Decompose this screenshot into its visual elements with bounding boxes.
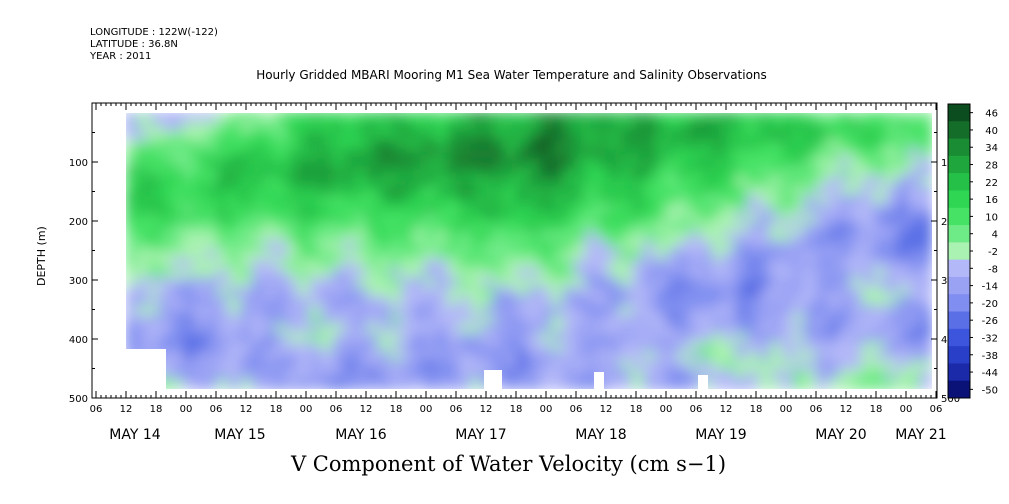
colorbar-swatch: [948, 225, 970, 243]
colorbar-swatch: [948, 328, 970, 347]
x-date-label: MAY 19: [695, 427, 746, 443]
x-tick-label: 06: [570, 404, 583, 415]
x-date-label: MAY 15: [214, 427, 265, 443]
x-tick-label: 18: [750, 404, 763, 415]
y-axis-label: DEPTH (m): [35, 226, 48, 286]
chart-title: Hourly Gridded MBARI Mooring M1 Sea Wate…: [256, 68, 767, 82]
x-date-label: MAY 21: [895, 427, 946, 443]
x-tick-label: 12: [240, 404, 253, 415]
x-tick-label: 00: [780, 404, 793, 415]
x-tick-label: 00: [660, 404, 673, 415]
heatmap-field: [125, 112, 933, 390]
colorbar-label: 46: [985, 109, 998, 120]
x-tick-label: 00: [300, 404, 313, 415]
x-tick-label: 00: [180, 404, 193, 415]
x-tick-label: 12: [480, 404, 493, 415]
x-tick-label: 18: [630, 404, 643, 415]
x-tick-label: 12: [120, 404, 133, 415]
x-tick-label: 18: [510, 404, 523, 415]
y-tick-label: 400: [69, 335, 88, 346]
colorbar-swatch: [948, 259, 970, 278]
colorbar-label: -14: [982, 282, 998, 293]
colorbar-swatch: [948, 190, 970, 209]
colorbar-label: -2: [988, 247, 998, 258]
y-tick-label: 100: [69, 158, 88, 169]
colorbar-label: 16: [985, 195, 998, 206]
x-tick-label: 12: [720, 404, 733, 415]
colorbar-swatch: [948, 294, 970, 313]
x-tick-label: 18: [870, 404, 883, 415]
x-tick-label: 00: [900, 404, 913, 415]
colorbar-label: -32: [982, 333, 998, 344]
colorbar-label: -44: [982, 368, 998, 379]
colorbar-label: 10: [985, 212, 998, 223]
colorbar-swatch: [948, 363, 970, 382]
x-date-label: MAY 18: [575, 427, 626, 443]
x-tick-label: 00: [420, 404, 433, 415]
year-label: YEAR : 2011: [90, 51, 152, 62]
colorbar-label: 34: [985, 143, 998, 154]
x-tick-label: 06: [450, 404, 463, 415]
colorbar-swatch: [948, 380, 970, 399]
x-tick-label: 06: [90, 404, 103, 415]
y-tick-label-right: 500: [941, 394, 960, 405]
x-date-label: MAY 17: [455, 427, 506, 443]
x-tick-label: 00: [540, 404, 553, 415]
y-tick-label: 500: [69, 394, 88, 405]
colorbar-swatch: [948, 207, 970, 226]
colorbar-label: -20: [982, 299, 998, 310]
colorbar-swatch: [948, 104, 970, 122]
x-tick-label: 18: [270, 404, 283, 415]
x-tick-label: 12: [840, 404, 853, 415]
latitude-label: LATITUDE : 36.8N: [90, 39, 178, 50]
colorbar-label: -38: [982, 351, 998, 362]
x-tick-label: 06: [930, 404, 943, 415]
colorbar-label: -8: [988, 264, 998, 275]
y-tick-label: 200: [69, 217, 88, 228]
x-tick-label: 18: [150, 404, 163, 415]
colorbar-label: 28: [985, 161, 998, 172]
x-tick-label: 06: [210, 404, 223, 415]
x-tick-label: 12: [360, 404, 373, 415]
colorbar-swatch: [948, 276, 970, 295]
chart-subtitle: V Component of Water Velocity (cm s−1): [290, 452, 727, 476]
plot-area: [92, 103, 937, 398]
x-date-label: MAY 16: [335, 427, 386, 443]
x-date-label: MAY 20: [815, 427, 866, 443]
colorbar-swatch: [948, 242, 970, 261]
longitude-label: LONGITUDE : 122W(-122): [90, 27, 218, 38]
x-tick-label: 12: [600, 404, 613, 415]
colorbar-label: 22: [985, 178, 998, 189]
colorbar-label: 4: [992, 230, 998, 241]
x-tick-label: 18: [390, 404, 403, 415]
x-tick-label: 06: [810, 404, 823, 415]
colorbar-label: -26: [982, 316, 998, 327]
x-tick-label: 06: [330, 404, 343, 415]
colorbar-label: 40: [985, 126, 998, 137]
colorbar: 46 40 34 28 22 16 10 4 -2 -8 -14 -20 -26 -32 -38 -44 -50: [947, 103, 998, 399]
colorbar-swatch: [948, 346, 970, 364]
colorbar-swatch: [948, 138, 970, 157]
colorbar-swatch: [948, 121, 970, 140]
x-tick-label: 06: [690, 404, 703, 415]
x-date-label: MAY 14: [109, 427, 160, 443]
colorbar-swatch: [948, 311, 970, 330]
colorbar-swatch: [948, 173, 970, 191]
colorbar-label: -50: [982, 385, 998, 396]
colorbar-swatch: [948, 155, 970, 174]
y-tick-label: 300: [69, 276, 88, 287]
